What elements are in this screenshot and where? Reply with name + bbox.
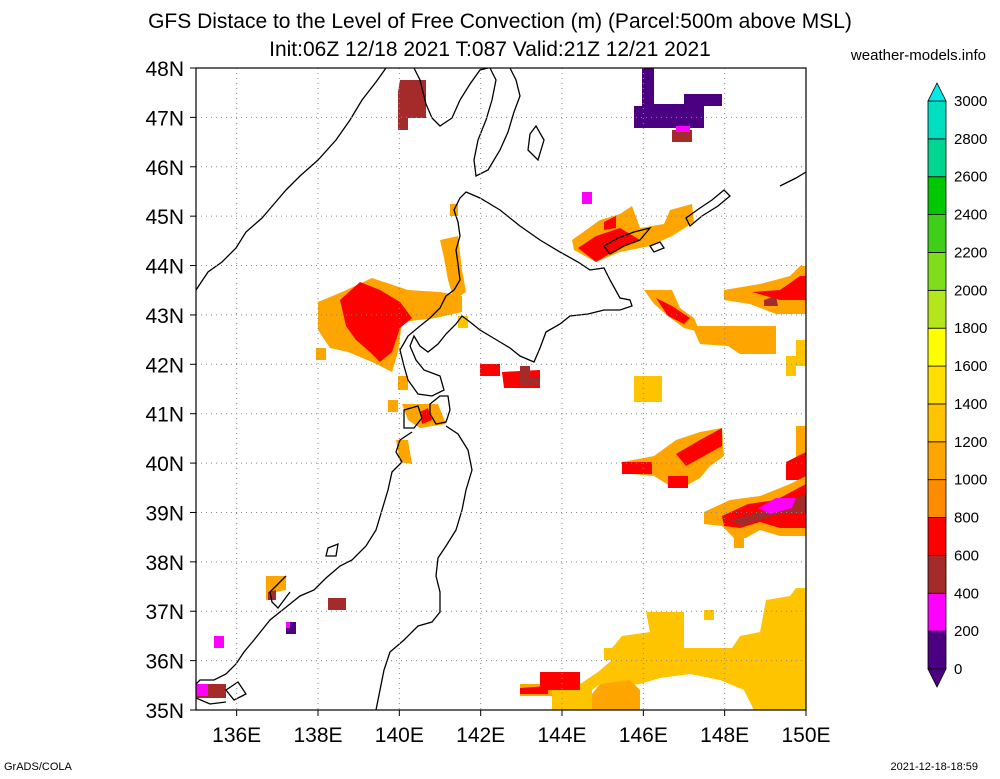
colorbar-label: 1200 bbox=[954, 434, 987, 451]
site-label: weather-models.info bbox=[850, 47, 986, 64]
lon-tick-label: 146E bbox=[619, 724, 668, 747]
footer-software: GrADS/COLA bbox=[4, 761, 72, 773]
lat-tick-label: 41N bbox=[145, 404, 184, 427]
lon-tick-label: 142E bbox=[456, 724, 505, 747]
colorbar-segment bbox=[927, 479, 947, 518]
lon-tick-label: 144E bbox=[537, 724, 586, 747]
shade-region-hokkaido-coast bbox=[440, 236, 466, 300]
colorbar-segment bbox=[927, 138, 947, 178]
shade-cell bbox=[480, 364, 500, 376]
shade-region-pacific-north bbox=[644, 266, 806, 376]
colorbar-label: 1400 bbox=[954, 396, 987, 413]
colorbar-label: 600 bbox=[954, 547, 979, 564]
colorbar-segment bbox=[927, 214, 947, 253]
lat-tick-label: 46N bbox=[145, 157, 184, 180]
shade-region-pacific-south bbox=[520, 588, 806, 710]
colorbar-label: 800 bbox=[954, 510, 979, 527]
colorbar-segment bbox=[927, 592, 947, 632]
lat-tick-label: 37N bbox=[145, 601, 184, 624]
colorbar-label: 2600 bbox=[954, 169, 987, 186]
colorbar-segment bbox=[927, 100, 947, 140]
chart-subtitle: Init:06Z 12/18 2021 T:087 Valid:21Z 12/2… bbox=[269, 38, 711, 61]
lat-axis: 35N 36N 37N 38N 39N 40N 41N 42N 43N 44N 45N 46N 47N 4… bbox=[145, 58, 196, 723]
colorbar-label: 1000 bbox=[954, 472, 987, 489]
colorbar-segment bbox=[927, 176, 947, 216]
colorbar-label: 3000 bbox=[954, 93, 987, 110]
colorbar-segment bbox=[927, 441, 947, 481]
lat-tick-label: 35N bbox=[145, 700, 184, 723]
shade-cell bbox=[328, 598, 346, 610]
lon-tick-label: 148E bbox=[700, 724, 749, 747]
graticule bbox=[196, 68, 806, 710]
shade-region-pacific-tohoku bbox=[622, 426, 806, 548]
colorbar-label: 1800 bbox=[954, 320, 987, 337]
shade-region-west-hokkaido-sea bbox=[316, 278, 468, 412]
colorbar-label: 2000 bbox=[954, 282, 987, 299]
map-frame bbox=[195, 67, 807, 711]
chart-title: GFS Distace to the Level of Free Convect… bbox=[148, 10, 852, 33]
lat-tick-label: 44N bbox=[145, 256, 184, 279]
lon-axis: 136E 138E 140E 142E 144E 146E 148E 150E bbox=[212, 710, 831, 747]
lat-tick-label: 38N bbox=[145, 552, 184, 575]
colorbar-segment bbox=[927, 403, 947, 443]
shade-cell bbox=[582, 192, 592, 204]
lat-tick-label: 45N bbox=[145, 206, 184, 229]
colorbar-min-arrow bbox=[927, 668, 947, 688]
lat-tick-label: 42N bbox=[145, 354, 184, 377]
shade-region-sakhalin bbox=[398, 80, 426, 130]
colorbar-segment bbox=[927, 365, 947, 405]
shade-region-okhotsk bbox=[634, 68, 722, 142]
lon-tick-label: 136E bbox=[212, 724, 261, 747]
shade-cell bbox=[634, 376, 662, 402]
lon-tick-label: 140E bbox=[375, 724, 424, 747]
lon-tick-label: 138E bbox=[293, 724, 342, 747]
colorbar-segment bbox=[927, 327, 947, 367]
colorbar-segment bbox=[927, 630, 947, 670]
colorbar-segment bbox=[927, 289, 947, 329]
colorbar-segment bbox=[927, 517, 947, 556]
footer-timestamp: 2021-12-18-18:59 bbox=[890, 761, 978, 773]
lat-tick-label: 43N bbox=[145, 305, 184, 328]
lat-tick-label: 36N bbox=[145, 651, 184, 674]
colorbar-label: 2200 bbox=[954, 244, 987, 261]
colorbar-segment bbox=[927, 555, 947, 594]
colorbar-max-arrow bbox=[927, 82, 947, 102]
colorbar-label: 1600 bbox=[954, 358, 987, 375]
coastlines bbox=[195, 67, 807, 711]
colorbar-label: 2400 bbox=[954, 207, 987, 224]
lat-tick-label: 40N bbox=[145, 453, 184, 476]
lat-tick-label: 47N bbox=[145, 107, 184, 130]
colorbar-label: 200 bbox=[954, 623, 979, 640]
shade-cell bbox=[214, 636, 224, 648]
shade-cell bbox=[286, 622, 296, 634]
colorbar-label: 0 bbox=[954, 661, 962, 678]
lat-tick-label: 48N bbox=[145, 58, 184, 81]
lat-tick-label: 39N bbox=[145, 502, 184, 525]
colorbar-label: 400 bbox=[954, 585, 979, 602]
lon-tick-label: 150E bbox=[781, 724, 830, 747]
lfc-shading bbox=[196, 68, 806, 710]
colorbar-label: 2800 bbox=[954, 131, 987, 148]
colorbar-segment bbox=[927, 252, 947, 291]
colorbar: 0 200 400 600 800 1000 1200 1400 1600 1800 2000 220… bbox=[927, 82, 987, 688]
